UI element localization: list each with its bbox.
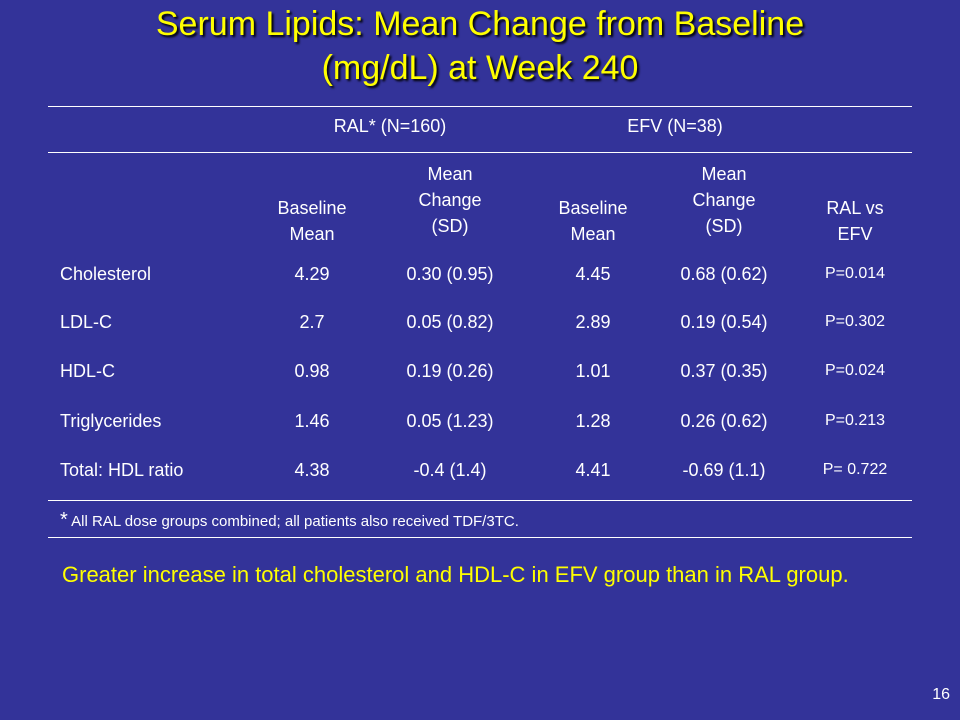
ral-change-value: 0.05 (1.23) [406,411,494,431]
slide-title-line-2: (mg/dL) at Week 240 [321,49,639,87]
col-header-efv-change-line-1: Mean [701,164,747,184]
col-header-p-value-line-2: EFV [837,224,873,244]
efv-baseline-value: 4.45 [575,264,611,284]
col-header-ral-baseline-line-1: Baseline [277,198,347,218]
p-value: P=0.302 [824,313,886,330]
row-label: Cholesterol [60,264,152,284]
page-number: 16 [932,686,950,703]
col-header-efv-baseline: Baseline Mean [543,195,643,247]
col-header-ral-baseline: Baseline Mean [262,195,362,247]
table-bottom-rule [48,500,912,501]
col-header-efv-change: Mean Change (SD) [659,161,789,239]
row-label: Total: HDL ratio [60,460,184,480]
ral-group-header: RAL* (N=160) [333,116,447,136]
col-header-ral-baseline-line-2: Mean [289,224,335,244]
p-value: P= 0.722 [822,461,888,478]
row-label: LDL-C [60,312,113,332]
group-header-rule [48,152,912,153]
ral-change-value: 0.05 (0.82) [406,312,494,332]
efv-change-value: 0.19 (0.54) [680,312,768,332]
footnote-star: * [60,509,68,531]
row-label: Triglycerides [60,411,162,431]
table-top-rule [48,106,912,107]
p-value: P=0.014 [824,265,886,282]
p-value: P=0.024 [824,362,886,379]
ral-baseline-value: 2.7 [299,312,325,332]
ral-baseline-value: 4.38 [294,460,330,480]
col-header-ral-change-line-3: (SD) [431,216,469,236]
ral-baseline-value: 4.29 [294,264,330,284]
efv-change-value: 0.68 (0.62) [680,264,768,284]
slide-title: Serum Lipids: Mean Change from Baseline … [0,2,960,90]
footnote-text: All RAL dose groups combined; all patien… [71,513,519,530]
ral-baseline-value: 1.46 [294,411,330,431]
ral-baseline-value: 0.98 [294,361,330,381]
p-value: P=0.213 [824,412,886,429]
col-header-efv-change-line-2: Change [692,190,756,210]
col-header-ral-change-line-1: Mean [427,164,473,184]
footnote: * All RAL dose groups combined; all pati… [60,510,519,532]
col-header-efv-baseline-line-2: Mean [570,224,616,244]
col-header-ral-change-line-2: Change [418,190,482,210]
col-header-efv-change-line-3: (SD) [705,216,743,236]
efv-baseline-value: 4.41 [575,460,611,480]
efv-group-header: EFV (N=38) [627,116,723,136]
efv-baseline-value: 1.28 [575,411,611,431]
conclusion-text: Greater increase in total cholesterol an… [62,562,849,587]
efv-baseline-value: 1.01 [575,361,611,381]
footnote-rule [48,537,912,538]
efv-change-value: 0.26 (0.62) [680,411,768,431]
col-header-ral-change: Mean Change (SD) [385,161,515,239]
efv-change-value: 0.37 (0.35) [680,361,768,381]
col-header-p-value: RAL vs EFV [805,195,905,247]
ral-change-value: 0.19 (0.26) [406,361,494,381]
efv-baseline-value: 2.89 [575,312,611,332]
slide-title-line-1: Serum Lipids: Mean Change from Baseline [155,5,805,43]
ral-change-value: 0.30 (0.95) [406,264,494,284]
row-label: HDL-C [60,361,116,381]
ral-change-value: -0.4 (1.4) [413,460,487,480]
efv-change-value: -0.69 (1.1) [682,460,766,480]
col-header-p-value-line-1: RAL vs [826,198,884,218]
col-header-efv-baseline-line-1: Baseline [558,198,628,218]
